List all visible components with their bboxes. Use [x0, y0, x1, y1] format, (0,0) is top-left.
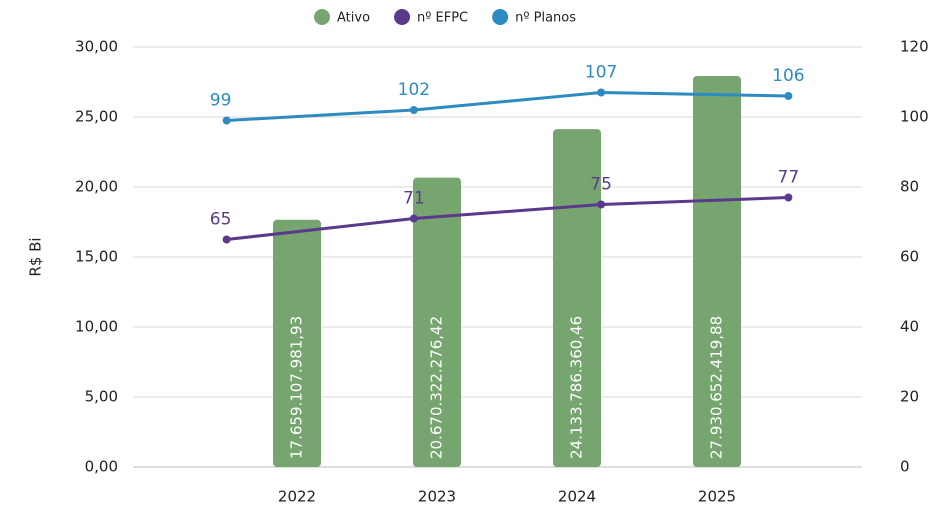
- y-tick-label: 15,00: [75, 248, 118, 266]
- x-tick-label: 2022: [278, 488, 316, 506]
- line-value-label: 77: [778, 168, 800, 188]
- bar: [273, 219, 321, 467]
- bar: [553, 129, 601, 467]
- line: [226, 90, 789, 122]
- y2-tick-label: 20: [900, 388, 919, 406]
- y-tick-label: 30,00: [75, 38, 118, 56]
- x-tick-label: 2024: [558, 488, 596, 506]
- line-point: [784, 193, 793, 202]
- y-tick-label: 20,00: [75, 178, 118, 196]
- y2-tick-label: 80: [900, 178, 919, 196]
- line-value-label: 65: [210, 210, 232, 230]
- y2-tick-label: 0: [900, 458, 910, 476]
- bar-value-label: 27.930.652.419,88: [708, 316, 726, 459]
- bar: [693, 75, 741, 468]
- line-value-label: 107: [585, 63, 617, 83]
- y-axis-label: R$ Bi: [27, 237, 45, 276]
- legend-label: nº Planos: [515, 11, 576, 26]
- bar-value-label: 20.670.322.276,42: [428, 316, 446, 459]
- line-point: [222, 235, 231, 244]
- legend-label: nº EFPC: [417, 11, 468, 26]
- x-tick-label: 2025: [698, 488, 736, 506]
- line-point: [409, 106, 418, 114]
- line-value-label: 99: [210, 91, 232, 111]
- line-point: [784, 92, 793, 100]
- y-tick-label: 25,00: [75, 108, 118, 126]
- y2-tick-label: 120: [900, 38, 929, 56]
- x-tick-label: 2023: [418, 488, 456, 506]
- bar-value-label: 24.133.786.360,46: [568, 316, 586, 459]
- y-tick-label: 0,00: [85, 458, 118, 476]
- bar: [413, 177, 461, 468]
- line-value-label: 71: [403, 189, 425, 209]
- y-tick-label: 5,00: [85, 388, 118, 406]
- line-value-label: 106: [772, 66, 804, 86]
- bar-value-label: 17.659.107.981,93: [288, 316, 306, 459]
- y2-tick-label: 60: [900, 248, 919, 266]
- legend-label: Ativo: [337, 11, 370, 26]
- line-point: [409, 214, 418, 223]
- y2-tick-label: 40: [900, 318, 919, 336]
- legend-swatch: [394, 9, 411, 25]
- line-value-label: 75: [590, 175, 612, 195]
- y-tick-label: 10,00: [75, 318, 118, 336]
- y2-tick-label: 100: [900, 108, 929, 126]
- legend-swatch: [314, 9, 330, 25]
- line-point: [222, 116, 231, 125]
- line-value-label: 102: [398, 80, 430, 100]
- legend: Ativo nº EFPC nº Planos: [314, 9, 576, 26]
- line-point: [597, 88, 606, 97]
- line: [226, 196, 789, 241]
- legend-swatch: [492, 9, 509, 25]
- line-point: [597, 200, 606, 209]
